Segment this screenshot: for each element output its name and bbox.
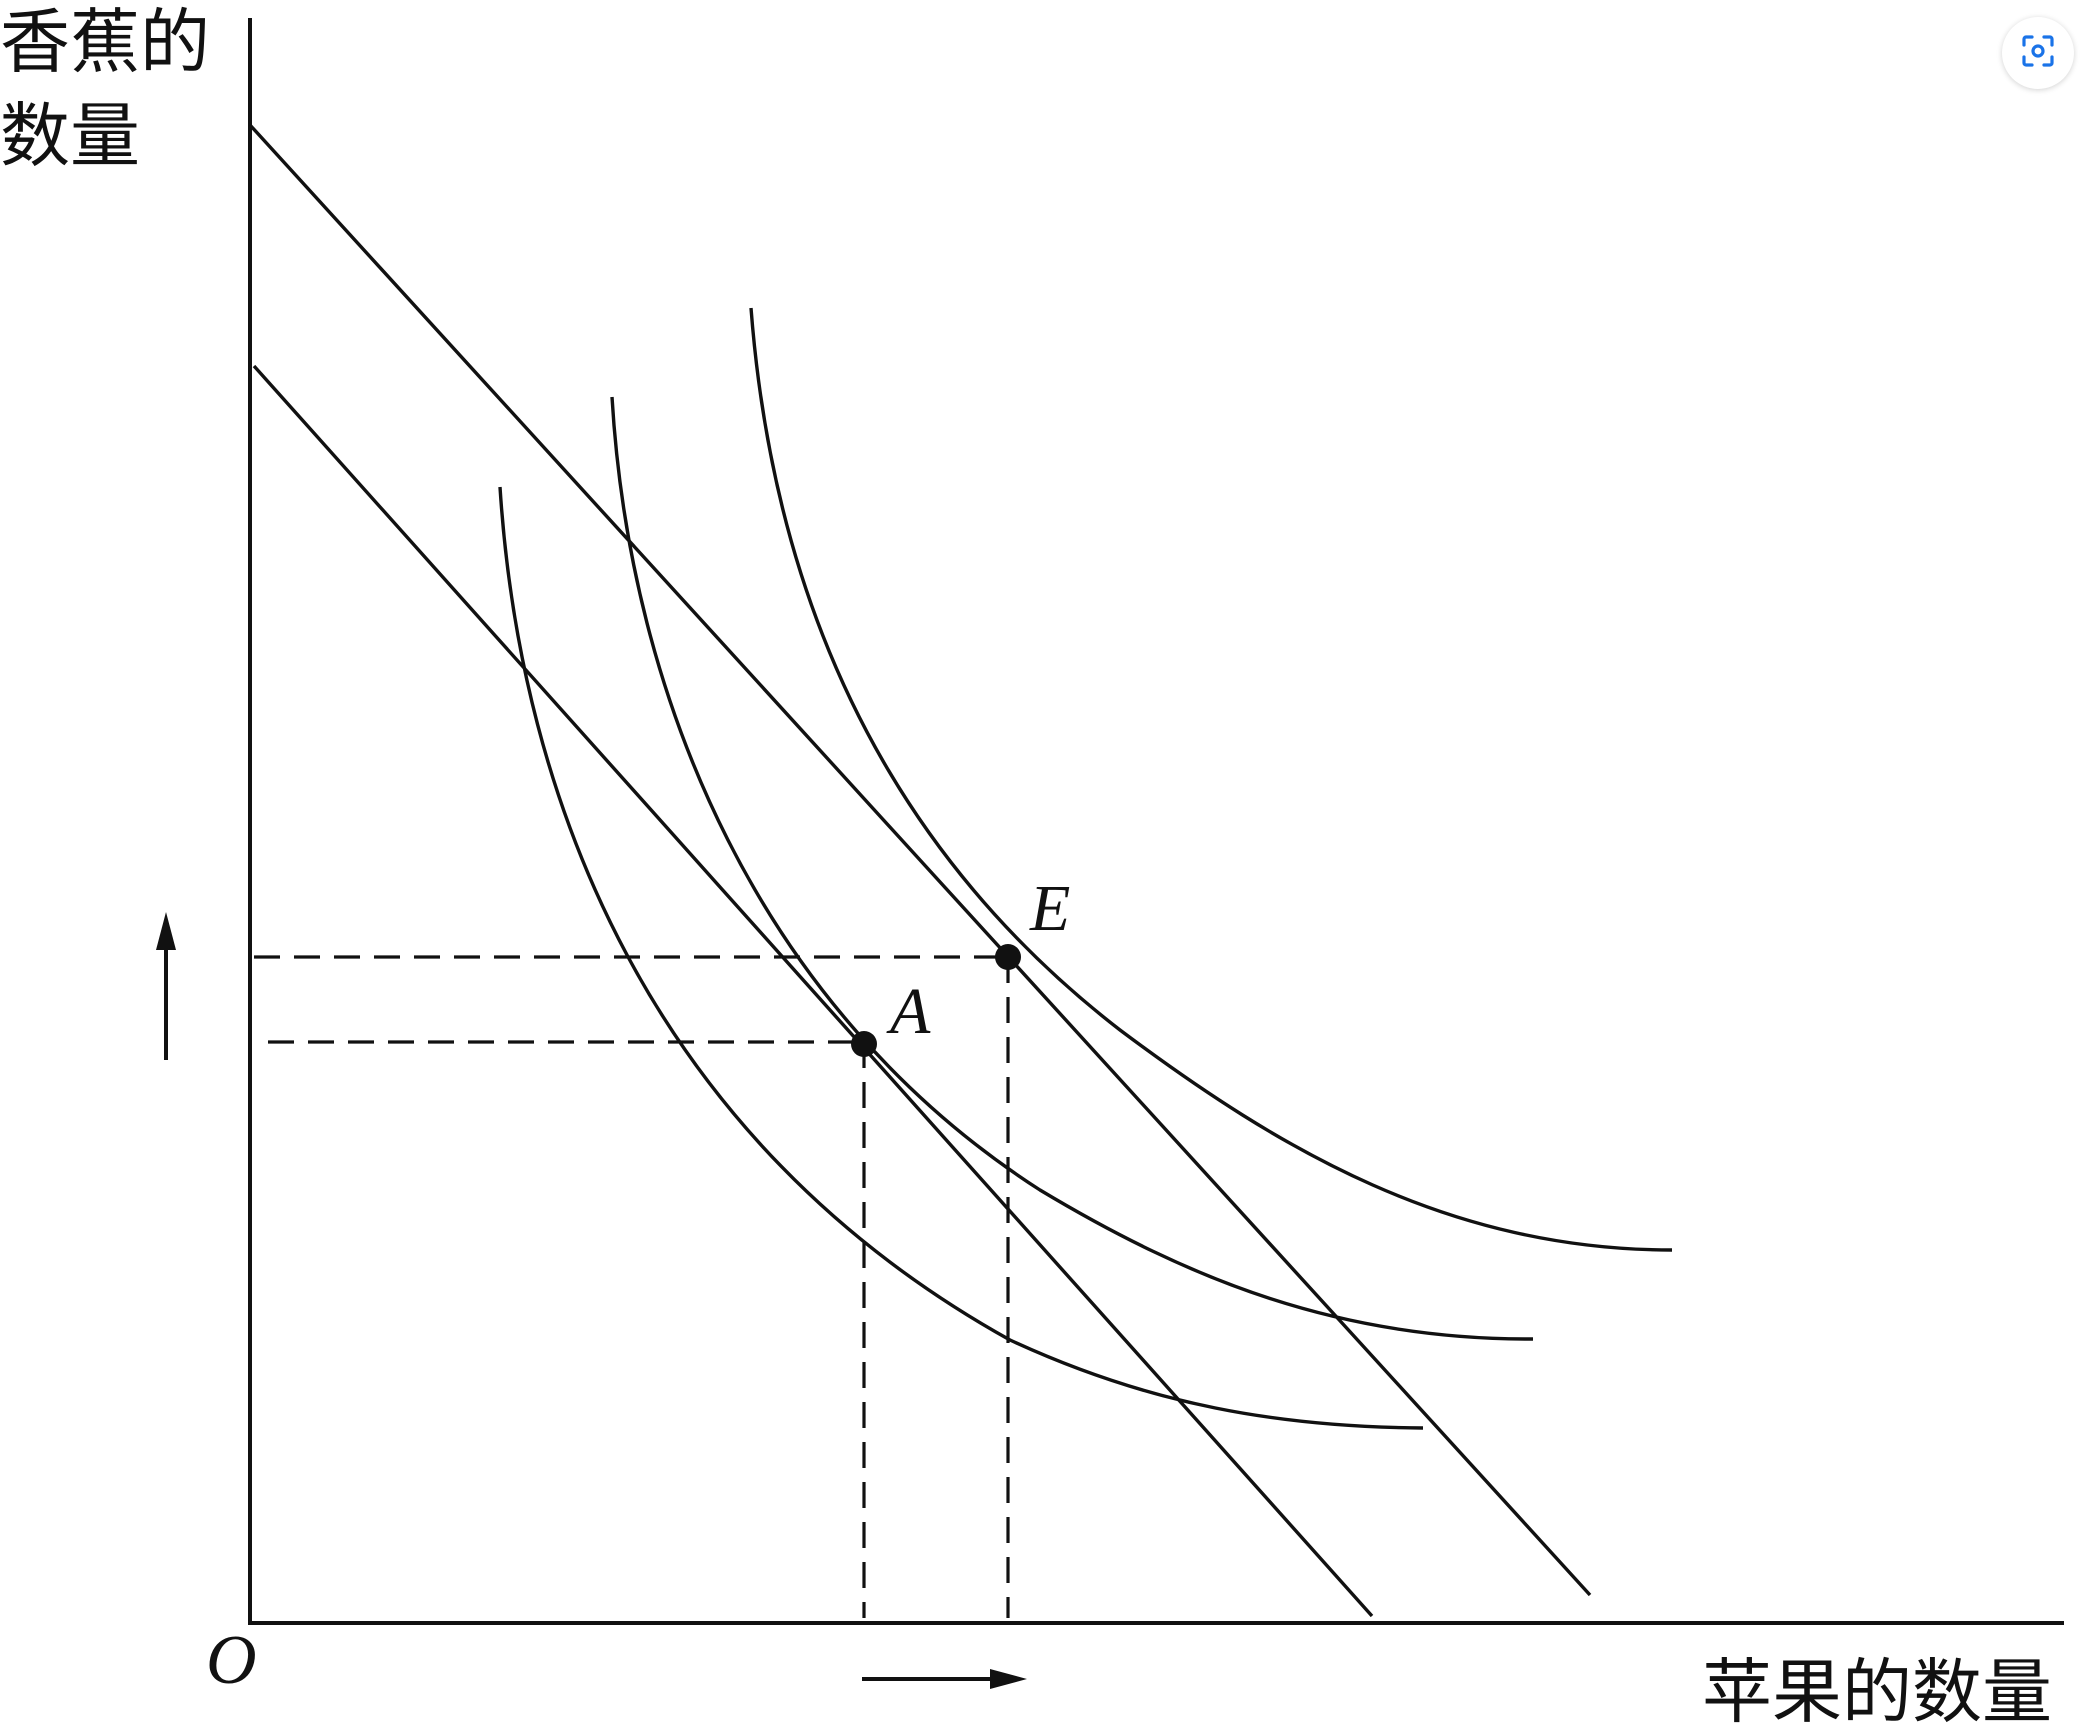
x-axis-label: 苹果的数量: [1702, 1651, 2052, 1732]
budget-line-inner: [252, 364, 1374, 1618]
origin-label: O: [206, 1622, 257, 1699]
y-axis-label-line2: 数量: [0, 95, 140, 177]
right-arrow-icon: [862, 1669, 1027, 1689]
indifference-curve-low: [498, 486, 1424, 1430]
point-e-dot: [995, 944, 1021, 970]
budget-line-outer: [248, 123, 1592, 1597]
y-axis-label-line1: 香蕉的: [0, 1, 210, 83]
indifference-curve-high: [749, 307, 1673, 1252]
point-a-dot: [851, 1031, 877, 1057]
image-search-button[interactable]: [2002, 17, 2074, 89]
point-e-label: E: [1029, 872, 1070, 945]
point-a-label: A: [886, 975, 931, 1048]
image-search-icon: [2018, 31, 2058, 76]
indifference-curve-mid: [610, 396, 1534, 1341]
up-arrow-icon: [156, 912, 176, 1060]
